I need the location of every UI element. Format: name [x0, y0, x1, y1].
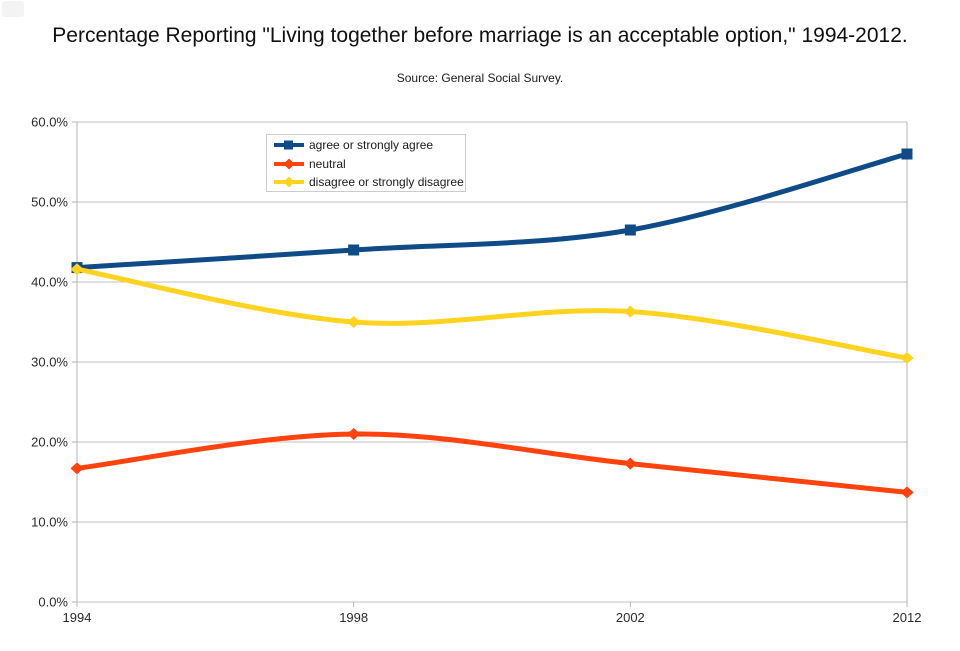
series-1 [70, 428, 914, 499]
chart-subtitle: Source: General Social Survey. [396, 71, 564, 85]
diamond-marker-icon [70, 263, 84, 276]
series-line-0 [74, 151, 910, 271]
y-axis-label: 0.0% [38, 595, 68, 610]
diamond-marker-icon [347, 316, 361, 328]
legend-line-sample-disagree [274, 176, 304, 188]
y-axis-label: 10.0% [31, 515, 68, 530]
square-marker-icon [901, 148, 913, 160]
corner-artifact [2, 1, 24, 17]
diamond-marker-icon [347, 428, 361, 440]
diamond-marker-icon [900, 352, 914, 364]
legend-item-disagree: disagree or strongly disagree [273, 173, 465, 192]
legend-label-agree: agree or strongly agree [309, 138, 434, 153]
legend: agree or strongly agree neutral disagree… [266, 134, 466, 192]
diamond-marker-icon [623, 305, 637, 318]
diamond-marker-icon [283, 176, 295, 188]
legend-item-agree: agree or strongly agree [273, 136, 465, 155]
axis-ticks [72, 121, 908, 607]
y-axis-label: 30.0% [31, 355, 68, 370]
gridlines [77, 121, 907, 603]
series-line-2 [74, 266, 910, 361]
legend-item-neutral: neutral [273, 155, 465, 174]
legend-label-neutral: neutral [309, 156, 346, 171]
y-axis-label: 60.0% [31, 115, 68, 130]
y-axis-label: 20.0% [31, 435, 68, 450]
diamond-marker-icon [70, 462, 84, 475]
x-axis-label: 1994 [63, 610, 92, 625]
legend-label-disagree: disagree or strongly disagree [309, 175, 464, 190]
square-marker-icon [624, 224, 636, 236]
legend-line-sample-agree [274, 140, 304, 150]
diamond-marker-icon [283, 158, 295, 170]
diamond-marker-icon [623, 457, 637, 470]
y-axis-label: 40.0% [31, 275, 68, 290]
legend-line-sample-neutral [274, 158, 304, 170]
chart-title: Percentage Reporting "Living together be… [52, 24, 908, 47]
series-0 [71, 148, 913, 274]
diamond-marker-icon [900, 486, 914, 499]
series-2 [70, 263, 914, 364]
series-line-1 [74, 431, 910, 495]
square-marker-icon [284, 140, 293, 150]
x-axis-label: 2012 [893, 610, 922, 625]
square-marker-icon [348, 244, 360, 256]
x-axis-label: 1998 [339, 610, 368, 625]
x-axis-label: 2002 [616, 610, 645, 625]
y-axis-label: 50.0% [31, 195, 68, 210]
